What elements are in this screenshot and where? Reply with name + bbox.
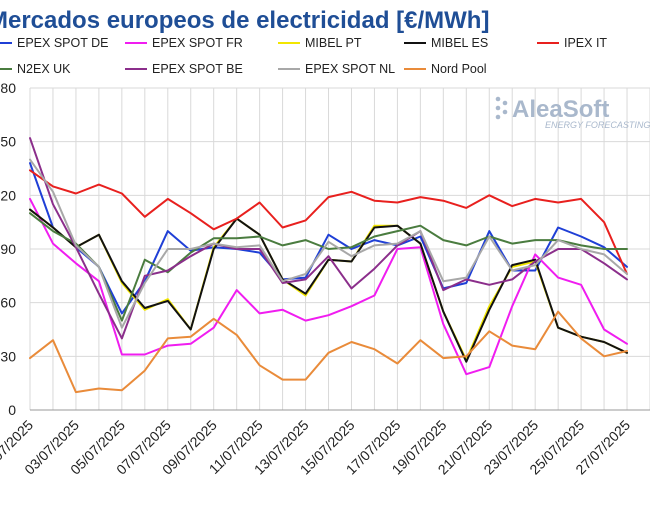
aleasoft-watermark: AleaSoft ENERGY FORECASTING bbox=[495, 96, 650, 130]
series-line-nord-pool bbox=[29, 310, 628, 394]
legend-label: Nord Pool bbox=[431, 62, 487, 76]
legend-label: EPEX SPOT DE bbox=[17, 36, 108, 50]
x-axis: 01/07/202503/07/202505/07/202507/07/2025… bbox=[0, 417, 633, 478]
legend-label: N2EX UK bbox=[17, 62, 71, 76]
y-axis: 0 30 60 90 120 150 180 bbox=[0, 80, 16, 418]
legend-item-epex-spot-nl: EPEX SPOT NL bbox=[278, 62, 395, 76]
legend-item-mibel-pt: MIBEL PT bbox=[278, 36, 362, 50]
legend-item-nord-pool: Nord Pool bbox=[404, 62, 487, 76]
legend-item-epex-spot-fr: EPEX SPOT FR bbox=[125, 36, 243, 50]
y-tick-label: 60 bbox=[0, 295, 16, 311]
series-line-n2ex-uk bbox=[29, 212, 628, 322]
y-tick-label: 0 bbox=[8, 402, 16, 418]
legend-item-n2ex-uk: N2EX UK bbox=[0, 62, 71, 76]
y-tick-label: 150 bbox=[0, 134, 16, 150]
series-line-epex-spot-fr bbox=[29, 197, 628, 376]
y-tick-label: 180 bbox=[0, 80, 16, 96]
legend-label: IPEX IT bbox=[564, 36, 607, 50]
legend-label: MIBEL PT bbox=[305, 36, 362, 50]
series-line-mibel-es bbox=[29, 208, 628, 363]
aleasoft-logo-icon bbox=[495, 96, 508, 120]
y-tick-label: 120 bbox=[0, 187, 16, 203]
chart-series bbox=[29, 137, 628, 394]
chart-legend: EPEX SPOT DE EPEX SPOT FR MIBEL PT MIBEL ES… bbox=[0, 36, 607, 76]
legend-item-epex-spot-be: EPEX SPOT BE bbox=[125, 62, 243, 76]
y-tick-label: 90 bbox=[0, 241, 16, 257]
legend-label: EPEX SPOT FR bbox=[152, 36, 243, 50]
y-tick-label: 30 bbox=[0, 348, 16, 364]
legend-item-ipex-it: IPEX IT bbox=[537, 36, 607, 50]
series-line-epex-spot-nl bbox=[29, 158, 628, 329]
legend-item-epex-spot-de: EPEX SPOT DE bbox=[0, 36, 108, 50]
legend-label: EPEX SPOT NL bbox=[305, 62, 395, 76]
legend-label: MIBEL ES bbox=[431, 36, 488, 50]
legend-item-mibel-es: MIBEL ES bbox=[404, 36, 488, 50]
series-line-ipex-it bbox=[29, 169, 628, 275]
watermark-tagline: ENERGY FORECASTING bbox=[545, 120, 650, 130]
chart-title: Mercados europeos de electricidad [€/MWh… bbox=[0, 7, 489, 34]
watermark-brand: AleaSoft bbox=[512, 96, 609, 123]
legend-label: EPEX SPOT BE bbox=[152, 62, 243, 76]
